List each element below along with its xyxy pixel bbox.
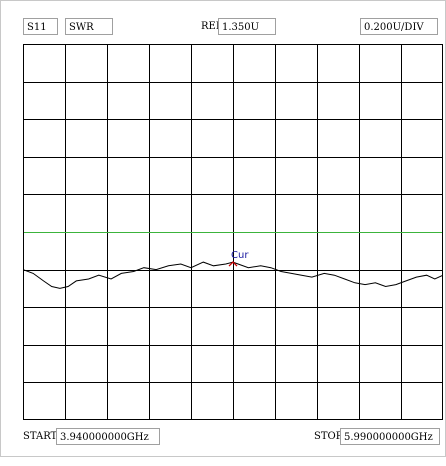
cursor-marker — [228, 261, 238, 267]
ref-value-box[interactable]: 1.350U — [218, 18, 276, 35]
start-value-box[interactable]: 3.940000000GHz — [56, 428, 160, 445]
format-box[interactable]: SWR — [65, 18, 113, 35]
ref-label: REF — [201, 21, 223, 32]
stop-label: STOP — [314, 431, 343, 442]
cursor-label: Cur — [231, 250, 249, 261]
param-box[interactable]: S11 — [23, 18, 58, 35]
scale-box[interactable]: 0.200U/DIV — [360, 18, 438, 35]
trace-plot: Cur — [23, 44, 443, 420]
stop-value-box[interactable]: 5.990000000GHz — [340, 428, 440, 445]
plot-border — [23, 44, 443, 420]
start-label: START — [23, 431, 58, 442]
swr-trace — [23, 261, 443, 289]
